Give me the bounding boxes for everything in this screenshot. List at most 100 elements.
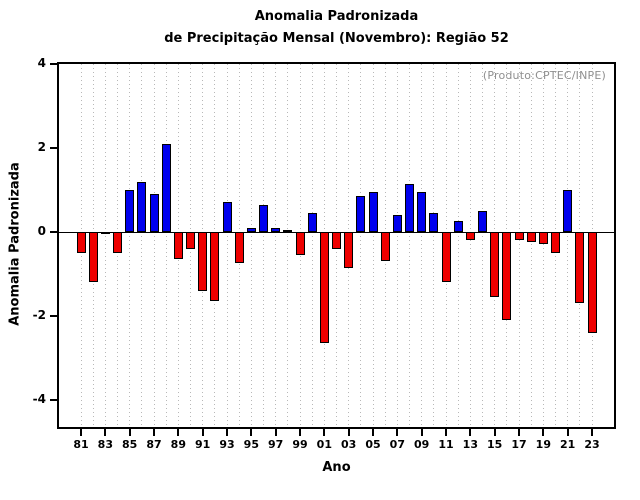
x-tick-label: 21 <box>560 438 576 451</box>
x-tick-mark <box>226 429 228 436</box>
x-tick-label: 87 <box>146 438 162 451</box>
x-tick-label: 05 <box>365 438 381 451</box>
x-tick-mark <box>323 429 326 436</box>
gridline <box>287 64 289 427</box>
bar-2022 <box>575 231 585 304</box>
gridline <box>129 64 131 427</box>
x-tick-mark <box>396 429 399 436</box>
bar-2012 <box>453 221 463 232</box>
gridline <box>250 64 252 427</box>
bar-2011 <box>441 231 451 283</box>
bar-2010 <box>429 212 439 232</box>
bar-2002 <box>332 231 341 249</box>
source-annotation: (Produto:CPTEC/INPE) <box>482 69 606 82</box>
bar-2020 <box>551 231 560 253</box>
x-tick-mark <box>445 429 447 436</box>
gridline <box>518 64 520 427</box>
x-tick-mark <box>493 429 496 436</box>
bar-2014 <box>478 210 487 232</box>
bar-1991 <box>198 231 208 291</box>
gridline <box>469 64 471 427</box>
x-tick-label: 11 <box>438 438 454 451</box>
bar-2008 <box>405 183 414 232</box>
y-tick-label: -4 <box>32 391 46 406</box>
x-tick-label: 03 <box>341 438 357 451</box>
x-tick-mark <box>250 429 253 436</box>
x-tick-mark <box>177 429 180 436</box>
gridline <box>433 64 435 427</box>
zero-line <box>59 231 614 233</box>
gridline <box>482 64 483 427</box>
y-tick-mark <box>50 314 57 317</box>
x-tick-label: 93 <box>219 438 235 451</box>
x-tick-mark <box>372 429 374 436</box>
x-tick-label: 07 <box>389 438 405 451</box>
gridline <box>396 64 398 427</box>
bar-2001 <box>319 231 329 344</box>
bar-2018 <box>526 231 536 243</box>
x-tick-label: 17 <box>511 438 527 451</box>
bar-2006 <box>380 231 390 262</box>
x-tick-label: 99 <box>292 438 308 451</box>
y-tick-label: 0 <box>37 223 46 238</box>
bar-1993 <box>222 202 232 232</box>
gridline <box>567 64 569 427</box>
gridline <box>421 64 423 427</box>
plot-area: (Produto:CPTEC/INPE) <box>57 62 616 429</box>
bar-1987 <box>149 194 159 232</box>
bar-2016 <box>502 231 512 320</box>
bar-2017 <box>514 231 524 241</box>
x-tick-label: 85 <box>122 438 138 451</box>
bar-2009 <box>417 191 427 232</box>
x-axis-label: Ano <box>322 460 351 475</box>
bar-2005 <box>368 191 378 232</box>
x-tick-mark <box>542 429 545 436</box>
bar-1996 <box>259 204 268 232</box>
gridline <box>153 64 155 427</box>
x-tick-mark <box>201 429 204 436</box>
x-tick-mark <box>420 429 423 436</box>
y-tick-label: -2 <box>32 307 46 322</box>
bar-1998 <box>283 229 293 232</box>
x-tick-mark <box>566 429 569 436</box>
bar-1992 <box>210 231 220 302</box>
y-tick-label: 4 <box>37 56 46 70</box>
gridline <box>360 64 362 427</box>
gridline <box>457 64 459 427</box>
bar-1982 <box>88 231 98 283</box>
x-tick-label: 97 <box>268 438 284 451</box>
bar-1995 <box>246 227 256 232</box>
x-tick-mark <box>274 429 277 436</box>
bar-1990 <box>186 231 195 249</box>
x-tick-label: 19 <box>535 438 551 451</box>
x-tick-mark <box>518 429 520 436</box>
x-tick-mark <box>128 429 131 436</box>
x-tick-mark <box>591 429 593 436</box>
bar-2000 <box>307 212 317 232</box>
y-tick-mark <box>50 398 57 401</box>
x-tick-label: 81 <box>73 438 89 451</box>
bar-2015 <box>490 231 500 297</box>
y-tick-mark <box>50 146 57 149</box>
x-tick-mark <box>299 429 301 436</box>
y-axis-label: Anomalia Padronizada <box>7 162 23 326</box>
bar-2004 <box>356 196 366 232</box>
x-tick-label: 95 <box>243 438 259 451</box>
gridline <box>542 64 544 427</box>
x-tick-label: 15 <box>487 438 503 451</box>
bar-1994 <box>234 231 244 264</box>
x-tick-label: 13 <box>462 438 478 451</box>
bar-2021 <box>563 189 573 232</box>
bar-1986 <box>137 181 147 232</box>
gridline <box>226 64 228 427</box>
gridline <box>263 64 264 427</box>
bar-1997 <box>271 227 281 232</box>
bar-1999 <box>295 231 305 255</box>
x-tick-mark <box>104 429 107 436</box>
gridline <box>165 64 167 427</box>
bar-1988 <box>161 143 171 232</box>
bar-1981 <box>76 231 86 253</box>
x-tick-mark <box>469 429 472 436</box>
x-tick-label: 01 <box>316 438 332 451</box>
